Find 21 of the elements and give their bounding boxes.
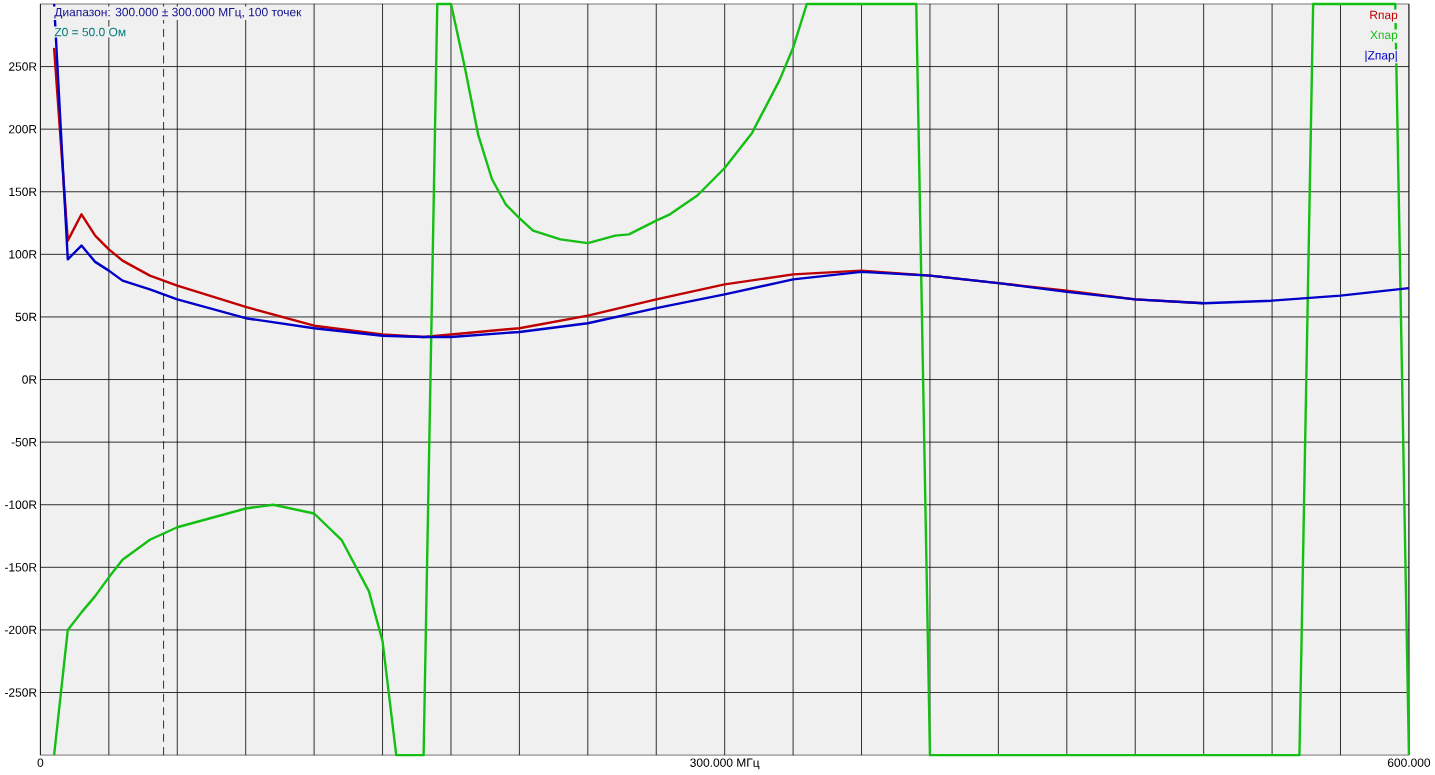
line-series	[52, 2, 1411, 757]
annotation: Z0 = 50.0 Ом	[54, 27, 126, 37]
y-tick-label: -50R	[11, 437, 37, 447]
y-tick-label: 100R	[9, 250, 37, 259]
y-tick-label: -150R	[4, 563, 37, 572]
y-tick-label: 150R	[9, 187, 37, 196]
y-tick-label: -200R	[4, 625, 37, 635]
line-series	[52, 2, 1411, 339]
x-tick-label: 600.000	[1387, 758, 1431, 767]
y-tick-label: -250R	[4, 688, 37, 697]
y-tick-label: 0R	[22, 375, 37, 384]
series-label: Xпар	[1370, 30, 1398, 42]
y-tick-label: 50R	[15, 312, 37, 322]
annotation: Диапазон: 300.000 ± 300.000 МГц, 100 точек	[54, 7, 302, 19]
text: Rпар	[1370, 10, 1398, 22]
x-tick-label: 0	[37, 758, 44, 767]
y-tick-label: 250R	[9, 62, 37, 71]
x-tick-label: 300.000 МГц	[690, 758, 760, 770]
y-tick-label: 200R	[9, 124, 37, 134]
y-tick-label: -100R	[4, 500, 37, 509]
text: |Zпар|	[1365, 50, 1397, 62]
